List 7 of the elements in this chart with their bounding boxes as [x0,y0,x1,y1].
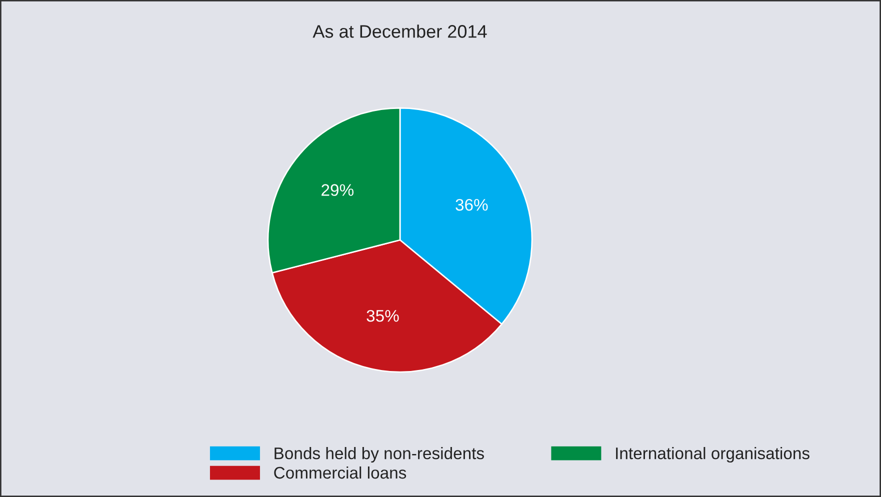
legend-label: Commercial loans [274,466,406,479]
data-label: 36% [456,198,488,211]
legend-label: International organisations [616,447,810,463]
legend-label: Bonds held by non-residents [274,447,484,463]
chart-title: As at December 2014 [312,24,487,38]
data-label: 29% [322,184,354,196]
data-label: 35% [366,310,399,322]
